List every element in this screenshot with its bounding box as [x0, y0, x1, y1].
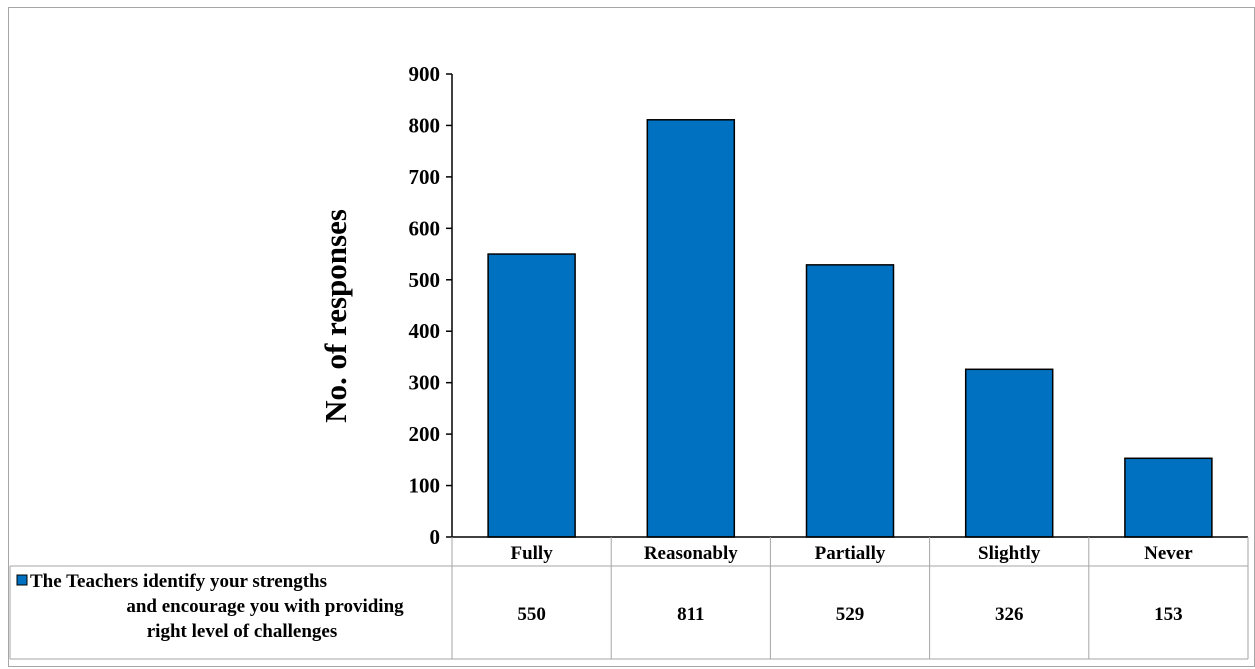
legend-series-name-line: right level of challenges	[147, 621, 338, 642]
y-tick-label: 100	[409, 474, 441, 498]
data-table: Fully 550 Reasonably 811 Partially 529 Slightl…	[9, 536, 1249, 660]
y-tick-label: 500	[409, 268, 441, 292]
legend-series-name-line: and encourage you with providing	[126, 596, 404, 617]
x-category-label: Partially	[815, 543, 886, 564]
y-axis: 0 100 200 300 400 500 600 700 800 900	[409, 62, 453, 549]
x-category-label: Slightly	[978, 543, 1041, 564]
data-label: 550	[517, 604, 546, 625]
legend-key	[16, 574, 28, 586]
bar-slightly	[964, 368, 1054, 538]
y-tick-label: 900	[409, 62, 441, 86]
bars	[487, 119, 1213, 538]
x-category-label: Reasonably	[644, 543, 738, 564]
x-category-label: Fully	[510, 543, 553, 564]
bar-reasonably	[646, 119, 736, 538]
data-label: 811	[677, 604, 704, 625]
y-tick-label: 300	[409, 371, 441, 395]
y-tick-label: 200	[409, 422, 441, 446]
bar-never	[1124, 457, 1213, 538]
y-axis-label: No. of responses	[318, 209, 353, 423]
legend-series-name-line: The Teachers identify your strengths	[30, 571, 327, 592]
x-category-label: Never	[1144, 543, 1193, 564]
y-tick-label: 600	[409, 216, 441, 240]
y-tick-label: 700	[409, 165, 441, 189]
data-label: 326	[995, 604, 1024, 625]
chart-frame	[8, 7, 1255, 667]
y-tick-label: 400	[409, 319, 441, 343]
data-label: 529	[836, 604, 865, 625]
data-label: 153	[1154, 604, 1183, 625]
bar-fully	[487, 253, 576, 538]
bar-partially	[805, 264, 895, 538]
y-tick-label: 0	[430, 525, 441, 549]
y-tick-label: 800	[409, 113, 441, 137]
